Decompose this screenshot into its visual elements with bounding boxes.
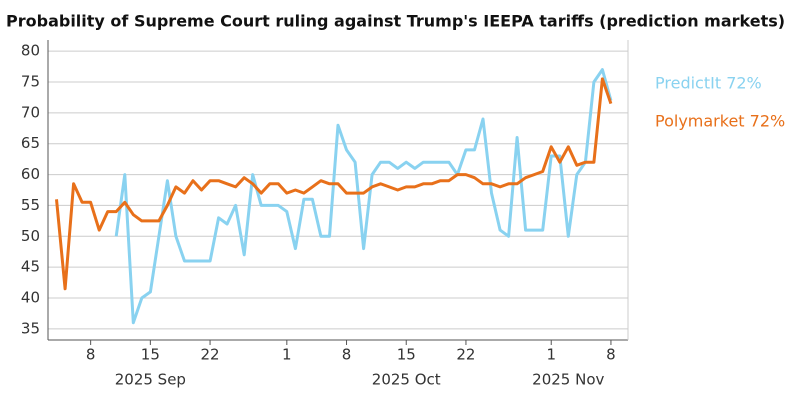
x-tick-label: 8 (606, 346, 616, 364)
x-tick-label: 22 (201, 346, 220, 364)
y-tick-label: 45 (21, 258, 40, 276)
x-tick-label: 1 (282, 346, 292, 364)
x-tick-label: 15 (141, 346, 160, 364)
x-tick-label: 1 (546, 346, 556, 364)
legend-label: Polymarket 72% (655, 112, 785, 131)
y-tick-label: 75 (21, 72, 40, 90)
y-tick-label: 40 (21, 289, 40, 307)
y-tick-label: 80 (21, 42, 40, 60)
month-label: 2025 Sep (115, 371, 186, 389)
y-tick-label: 60 (21, 165, 40, 183)
y-tick-label: 55 (21, 196, 40, 214)
chart-title: Probability of Supreme Court ruling agai… (6, 12, 785, 31)
x-tick-label: 22 (456, 346, 475, 364)
legend-label: PredictIt 72% (655, 74, 762, 93)
x-tick-label: 8 (342, 346, 352, 364)
y-tick-label: 70 (21, 103, 40, 121)
month-label: 2025 Oct (372, 371, 441, 389)
month-label: 2025 Nov (532, 371, 604, 389)
series-line (114, 68, 613, 325)
y-tick-label: 65 (21, 134, 40, 152)
series-line (55, 77, 613, 291)
y-tick-label: 50 (21, 227, 40, 245)
x-tick-label: 8 (86, 346, 96, 364)
x-tick-label: 15 (397, 346, 416, 364)
y-tick-label: 35 (21, 319, 40, 337)
